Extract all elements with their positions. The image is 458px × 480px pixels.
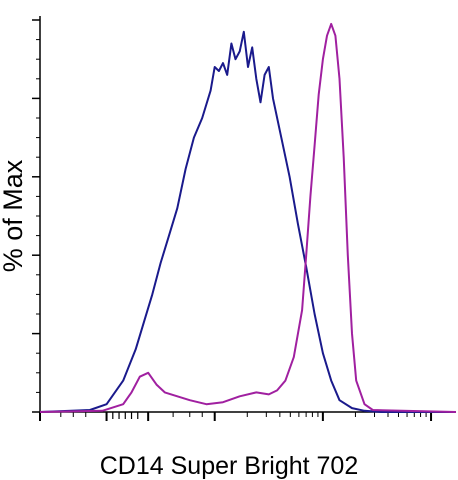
plot-area	[32, 16, 457, 421]
y-axis-title: % of Max	[0, 159, 28, 272]
histogram-series-2	[39, 22, 457, 413]
x-axis-title: CD14 Super Bright 702	[100, 452, 358, 480]
histogram-series-1	[39, 30, 456, 413]
